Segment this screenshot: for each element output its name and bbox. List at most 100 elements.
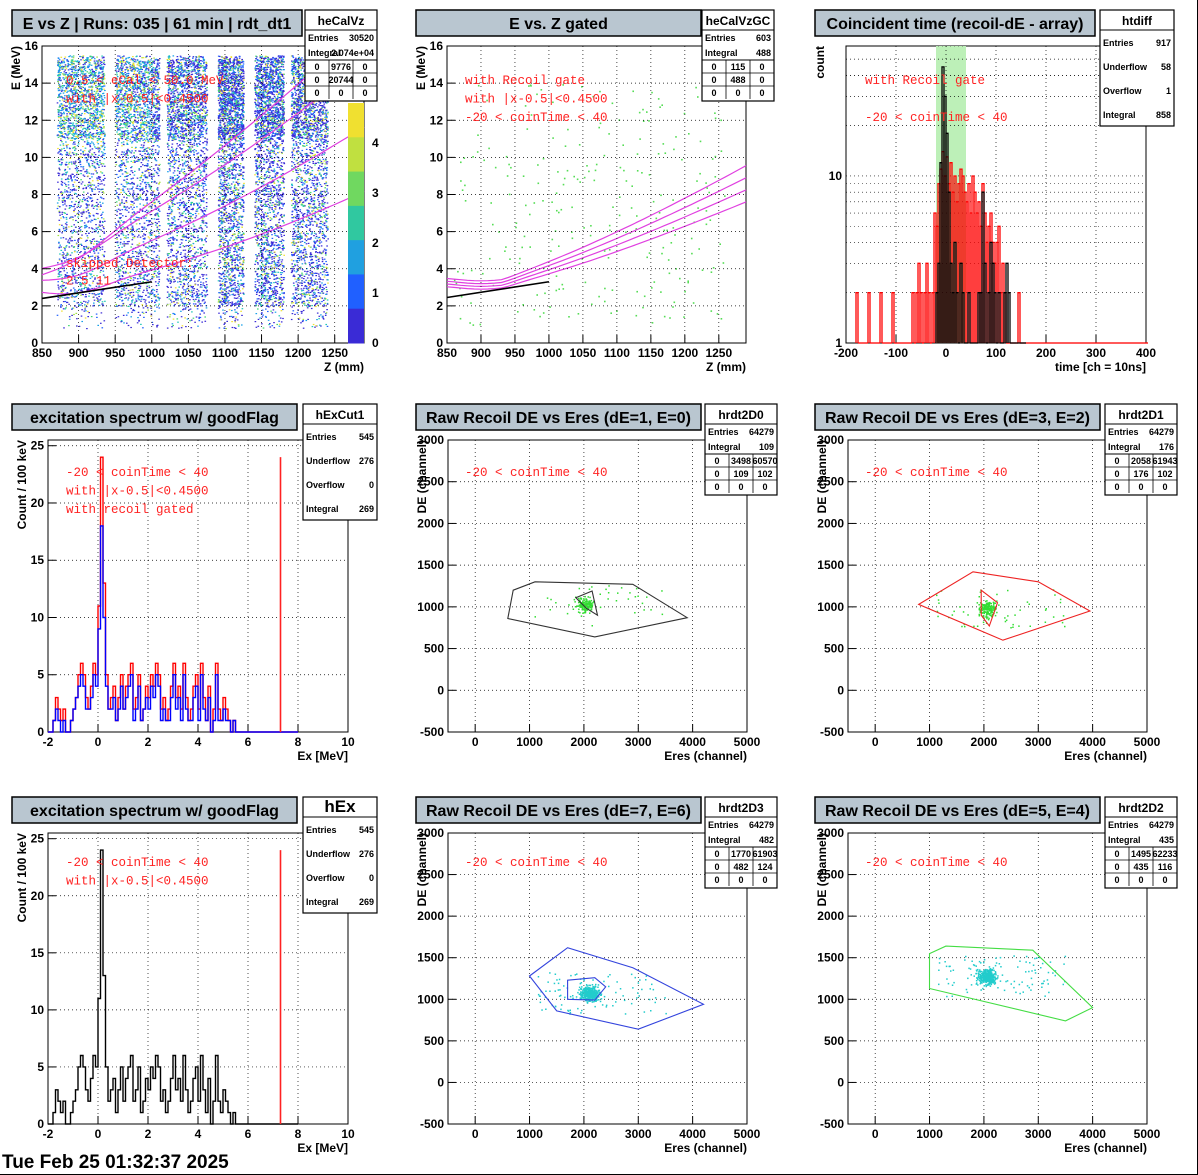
heatmap-cell xyxy=(150,130,153,133)
heatmap-cell xyxy=(123,245,126,247)
heatmap-cell xyxy=(138,306,140,308)
heatmap-cell xyxy=(71,205,73,208)
heatmap-cell xyxy=(122,143,125,145)
heatmap-cell xyxy=(80,173,82,175)
heatmap-cell xyxy=(123,244,126,246)
heatmap-cell xyxy=(138,284,140,287)
heatmap-cell xyxy=(96,141,99,143)
heatmap-cell xyxy=(156,194,159,196)
heatmap-cell xyxy=(93,144,95,146)
heatmap-cell xyxy=(75,125,78,127)
heatmap-cell xyxy=(126,108,129,111)
heatmap-cell xyxy=(92,138,95,140)
heatmap-cell xyxy=(74,179,77,181)
heatmap-cell xyxy=(98,176,101,178)
heatmap-cell xyxy=(130,204,132,206)
heatmap-cell xyxy=(62,204,64,206)
heatmap-cell xyxy=(94,169,96,171)
heatmap-cell xyxy=(118,292,121,294)
heatmap-cell xyxy=(57,115,60,118)
heatmap-cell xyxy=(143,191,145,193)
heatmap-cell xyxy=(59,149,61,151)
heatmap-cell xyxy=(86,172,88,174)
heatmap-cell xyxy=(100,134,103,136)
heatmap-cell xyxy=(61,213,63,215)
heatmap-cell xyxy=(157,139,159,141)
heatmap-cell xyxy=(103,254,105,256)
heatmap-cell xyxy=(75,129,78,131)
heatmap-cell xyxy=(151,88,153,90)
heatmap-cell xyxy=(95,60,98,62)
heatmap-cell xyxy=(158,276,160,278)
heatmap-cell xyxy=(83,121,86,123)
heatmap-cell xyxy=(135,111,137,113)
heatmap-cell xyxy=(85,233,87,235)
heatmap-cell xyxy=(147,88,149,90)
heatmap-cell xyxy=(147,69,150,71)
heatmap-cell xyxy=(118,295,121,297)
heatmap-cell xyxy=(133,88,135,90)
heatmap-cell xyxy=(57,63,60,65)
heatmap-cell xyxy=(66,195,69,197)
heatmap-cell xyxy=(146,168,149,170)
heatmap-cell xyxy=(62,199,64,201)
heatmap-cell xyxy=(116,173,118,176)
heatmap-cell xyxy=(85,294,87,296)
heatmap-cell xyxy=(90,242,92,244)
heatmap-cell xyxy=(122,243,124,245)
heatmap-cell xyxy=(141,311,144,313)
heatmap-cell xyxy=(146,196,149,198)
heatmap-cell xyxy=(91,68,93,70)
heatmap-cell xyxy=(138,168,140,170)
heatmap-cell xyxy=(88,125,91,128)
heatmap-cell xyxy=(66,66,69,68)
heatmap-cell xyxy=(150,152,153,154)
heatmap-cell xyxy=(119,202,121,204)
heatmap-cell xyxy=(116,192,118,194)
heatmap-cell xyxy=(139,88,141,90)
heatmap-cell xyxy=(155,129,158,131)
heatmap-cell xyxy=(64,66,67,68)
heatmap-cell xyxy=(133,70,136,73)
heatmap-cell xyxy=(93,165,96,167)
heatmap-cell xyxy=(79,163,82,166)
heatmap-cell xyxy=(153,62,156,64)
heatmap-cell xyxy=(84,119,87,121)
heatmap-cell xyxy=(82,128,84,130)
heatmap-cell xyxy=(142,139,144,141)
heatmap-cell xyxy=(90,185,92,188)
heatmap-cell xyxy=(125,57,128,59)
heatmap-cell xyxy=(86,197,88,200)
heatmap-cell xyxy=(100,115,102,117)
heatmap-cell xyxy=(119,241,122,243)
heatmap-cell xyxy=(127,154,129,156)
heatmap-cell xyxy=(83,288,85,290)
heatmap-cell xyxy=(65,133,67,135)
heatmap-cell xyxy=(158,200,160,202)
heatmap-cell xyxy=(104,146,106,148)
heatmap-cell xyxy=(122,162,125,164)
heatmap-cell xyxy=(62,143,65,145)
heatmap-cell xyxy=(60,112,63,114)
heatmap-cell xyxy=(62,288,64,290)
heatmap-cell xyxy=(152,68,154,70)
heatmap-cell xyxy=(126,143,129,145)
heatmap-cell xyxy=(68,106,70,109)
heatmap-cell xyxy=(139,185,141,187)
heatmap-cell xyxy=(102,290,104,292)
heatmap-cell xyxy=(94,125,96,127)
heatmap-cell xyxy=(129,67,132,69)
heatmap-cell xyxy=(95,212,98,215)
heatmap-cell xyxy=(126,241,129,243)
heatmap-cell xyxy=(157,109,160,111)
heatmap-cell xyxy=(145,303,147,305)
heatmap-cell xyxy=(77,135,80,137)
heatmap-cell xyxy=(67,63,70,65)
heatmap-cell xyxy=(129,138,131,140)
heatmap-cell xyxy=(99,249,101,251)
heatmap-cell xyxy=(142,159,144,161)
heatmap-cell xyxy=(80,294,82,296)
heatmap-cell xyxy=(143,142,146,144)
heatmap-cell xyxy=(125,171,127,173)
heatmap-cell xyxy=(72,296,75,298)
